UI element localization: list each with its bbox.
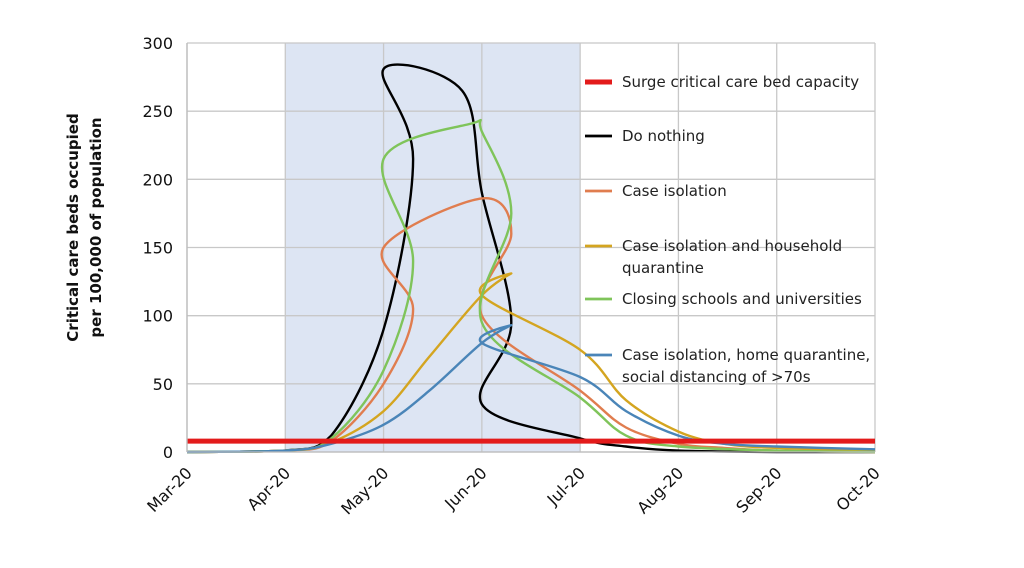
series-line-1 — [186, 63, 875, 454]
y-tick-label: 300 — [142, 34, 173, 53]
y-axis-label: per 100,000 of population — [87, 117, 105, 337]
legend-label-4: Closing schools and universities — [622, 290, 862, 308]
legend-label-2: Case isolation — [622, 182, 727, 200]
x-tick-label: Jul-20 — [543, 463, 589, 509]
x-tick-label: Mar-20 — [143, 463, 196, 516]
x-tick-label: Oct-20 — [832, 463, 883, 514]
x-tick-label: Sep-20 — [732, 463, 785, 516]
x-tick-label: Apr-20 — [243, 463, 294, 514]
x-tick-label: Jun-20 — [440, 463, 490, 513]
legend-label-1: Do nothing — [622, 127, 705, 145]
series-line-2 — [186, 197, 876, 454]
legend-label-5: social distancing of >70s — [622, 368, 811, 386]
y-tick-label: 50 — [153, 375, 173, 394]
y-axis-label: Critical care beds occupied — [64, 113, 82, 341]
legend-label-0: Surge critical care bed capacity — [622, 73, 859, 91]
legend-label-3: Case isolation and household — [622, 237, 842, 255]
y-tick-label: 200 — [142, 170, 173, 189]
y-tick-label: 0 — [163, 443, 173, 462]
x-tick-label: Aug-20 — [633, 463, 687, 517]
legend: Surge critical care bed capacity Do nothi… — [585, 73, 870, 386]
legend-label-3: quarantine — [622, 259, 704, 277]
series-lines — [186, 63, 876, 454]
y-tick-label: 250 — [142, 102, 173, 121]
x-tick-label: May-20 — [337, 463, 392, 518]
y-tick-label: 150 — [142, 239, 173, 258]
series-line-5 — [186, 324, 876, 454]
y-tick-label: 100 — [142, 307, 173, 326]
legend-label-5: Case isolation, home quarantine, — [622, 346, 870, 364]
series-line-4 — [186, 118, 876, 454]
